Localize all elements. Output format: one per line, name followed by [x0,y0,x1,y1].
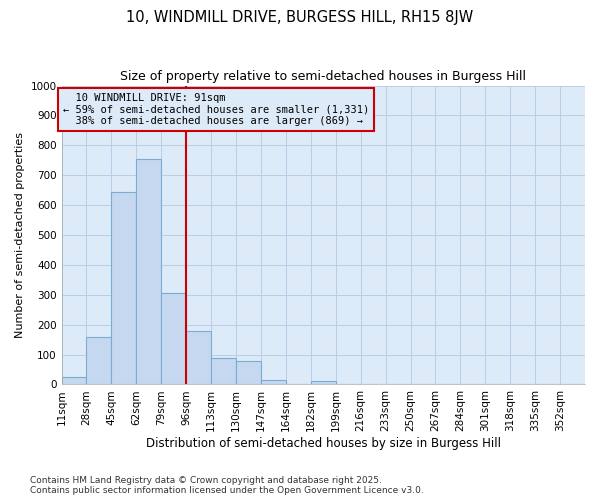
Bar [86,336,112,384]
Bar [161,294,186,384]
Bar [311,381,336,384]
Bar [62,377,86,384]
Text: Contains HM Land Registry data © Crown copyright and database right 2025.
Contai: Contains HM Land Registry data © Crown c… [30,476,424,495]
Bar [136,159,161,384]
Bar [112,192,136,384]
Text: 10, WINDMILL DRIVE, BURGESS HILL, RH15 8JW: 10, WINDMILL DRIVE, BURGESS HILL, RH15 8… [127,10,473,25]
X-axis label: Distribution of semi-detached houses by size in Burgess Hill: Distribution of semi-detached houses by … [146,437,501,450]
Bar [261,380,286,384]
Bar [236,360,261,384]
Title: Size of property relative to semi-detached houses in Burgess Hill: Size of property relative to semi-detach… [120,70,526,83]
Bar [211,358,236,384]
Bar [186,330,211,384]
Text: 10 WINDMILL DRIVE: 91sqm
← 59% of semi-detached houses are smaller (1,331)
  38%: 10 WINDMILL DRIVE: 91sqm ← 59% of semi-d… [63,93,369,126]
Y-axis label: Number of semi-detached properties: Number of semi-detached properties [15,132,25,338]
